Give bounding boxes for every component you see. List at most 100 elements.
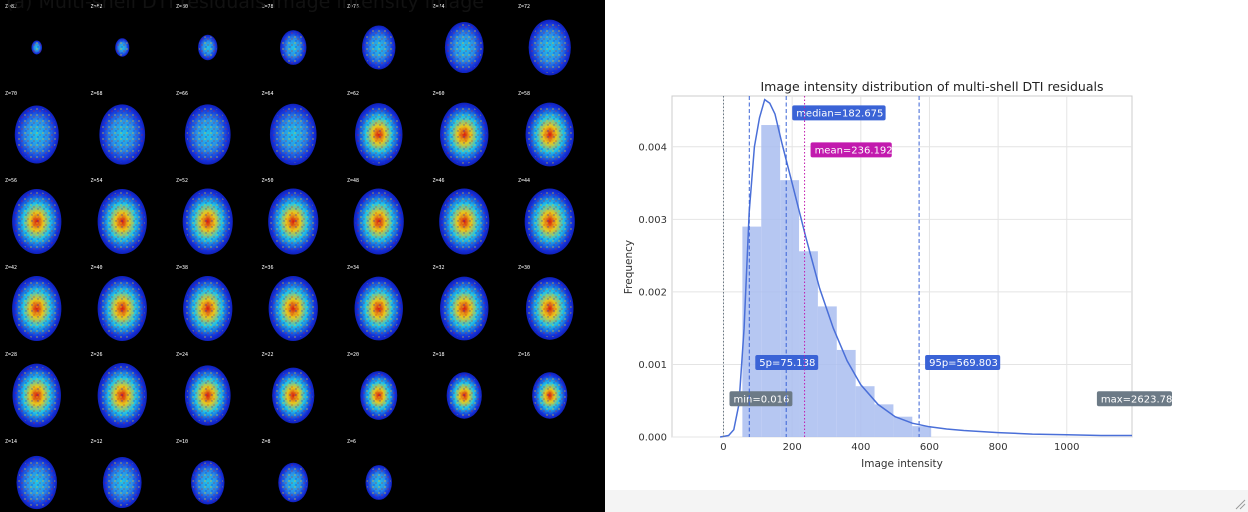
slice-label: Z=34: [347, 265, 359, 271]
brain-texture: [31, 41, 42, 54]
brain-texture: [441, 191, 488, 252]
brain-texture: [186, 106, 229, 163]
slice-label: Z=54: [91, 178, 103, 184]
slice-cell: Z=82: [91, 4, 130, 57]
brain-texture: [18, 457, 56, 508]
slice-cell: Z=38: [176, 265, 233, 341]
slice-label: Z=38: [176, 265, 188, 271]
stat-label-box: [755, 354, 819, 370]
stat-label: max=2623.78: [1101, 394, 1173, 405]
brain-texture: [279, 464, 308, 501]
slice-label: Z=30: [518, 265, 530, 271]
slice-label: Z=24: [176, 352, 188, 358]
y-axis-label: Frequency: [623, 240, 635, 294]
x-axis-label: Image intensity: [861, 458, 943, 470]
brain-texture: [14, 191, 60, 252]
slice-cell: Z=36: [262, 265, 318, 341]
x-tick-label: 0: [720, 442, 726, 453]
brain-texture: [14, 278, 60, 339]
slice-cell: Z=28: [5, 352, 61, 428]
slice-mosaic: (a) Multi-shell DTI residuals image inte…: [0, 0, 605, 512]
x-tick-label: 800: [989, 442, 1008, 453]
slice-cell: Z=78: [262, 4, 307, 65]
x-tick-label: 600: [920, 442, 939, 453]
slice-label: Z=26: [91, 352, 103, 358]
mosaic-title: (a) Multi-shell DTI residuals image inte…: [6, 0, 484, 13]
slice-label: Z=12: [91, 439, 103, 445]
brain-texture: [363, 27, 395, 68]
y-tick-label: 0.004: [638, 142, 667, 153]
slice-label: Z=70: [5, 91, 17, 97]
brain-texture: [184, 191, 231, 252]
slice-cell: Z=34: [347, 265, 403, 341]
slice-cell: Z=8: [262, 439, 309, 503]
brain-texture: [361, 373, 396, 418]
brain-texture: [99, 191, 145, 252]
brain-texture: [273, 369, 313, 422]
slice-cell: Z=66: [176, 91, 231, 165]
histogram-bar: [836, 349, 856, 437]
stat-label: 95p=569.803: [929, 358, 998, 369]
slice-cell: Z=80: [176, 4, 218, 61]
histogram-bar: [780, 180, 800, 438]
slice-cell: Z=64: [262, 91, 317, 166]
slice-label: Z=56: [5, 178, 17, 184]
slice-label: Z=8: [262, 439, 271, 445]
slice-cell: Z=6: [347, 439, 392, 500]
slice-label: Z=10: [176, 439, 188, 445]
brain-texture: [16, 107, 57, 162]
slice-cell: Z=24: [176, 352, 231, 426]
stat-label-box: [729, 391, 793, 407]
slice-label: Z=58: [518, 91, 530, 97]
slice-label: Z=42: [5, 265, 17, 271]
slice-label: Z=66: [176, 91, 188, 97]
slice-cell: Z=20: [347, 352, 398, 420]
slice-label: Z=20: [347, 352, 359, 358]
brain-texture: [104, 459, 141, 506]
stat-label: min=0.016: [733, 394, 789, 405]
kde-curve-group: [719, 98, 1132, 438]
slice-label: Z=52: [176, 178, 188, 184]
resize-grip-icon[interactable]: [1234, 498, 1246, 510]
slice-label: Z=32: [433, 265, 445, 271]
stat-label-box: [1096, 391, 1172, 407]
slice-label: Z=62: [347, 91, 359, 97]
slice-cell: Z=50: [262, 178, 319, 255]
slice-label: Z=82: [91, 4, 103, 10]
brain-texture: [99, 365, 145, 426]
axis-ticks: 0 200 400 600 800 1000 0.000 0.001 0.002 0.003 0.0…: [638, 142, 1079, 453]
slice-label: Z=64: [262, 91, 274, 97]
brain-texture: [526, 191, 573, 252]
brain-texture: [185, 278, 231, 339]
slice-cell: Z=26: [91, 352, 147, 428]
brain-texture: [446, 24, 483, 71]
slice-cell: Z=83: [5, 4, 43, 55]
histogram-bar: [855, 386, 875, 437]
y-tick-label: 0.000: [638, 433, 667, 444]
stat-label-box: [810, 142, 892, 158]
brain-texture: [270, 191, 317, 252]
slice-cell: Z=32: [433, 265, 489, 341]
slice-cell: Z=74: [433, 4, 484, 74]
slice-label: Z=50: [262, 178, 274, 184]
brain-texture: [101, 106, 144, 163]
brain-texture: [441, 105, 487, 164]
slice-label: Z=6: [347, 439, 356, 445]
slice-cell: Z=44: [518, 178, 575, 255]
brain-texture: [356, 279, 402, 338]
slice-label: Z=60: [433, 91, 445, 97]
histogram-bar: [799, 251, 818, 437]
brain-texture: [355, 191, 402, 252]
x-tick-label: 400: [851, 442, 870, 453]
slice-label: Z=48: [347, 178, 359, 184]
slice-cell: Z=72: [518, 4, 571, 76]
slice-cell: Z=18: [433, 352, 482, 419]
brain-texture: [448, 374, 481, 417]
slice-cell: Z=42: [5, 265, 62, 341]
slice-label: Z=18: [433, 352, 445, 358]
brain-texture: [270, 278, 316, 339]
footer-band: [605, 490, 1248, 512]
slice-cell: Z=70: [5, 91, 59, 164]
brain-texture: [441, 279, 487, 338]
slice-cell: Z=68: [91, 91, 146, 165]
